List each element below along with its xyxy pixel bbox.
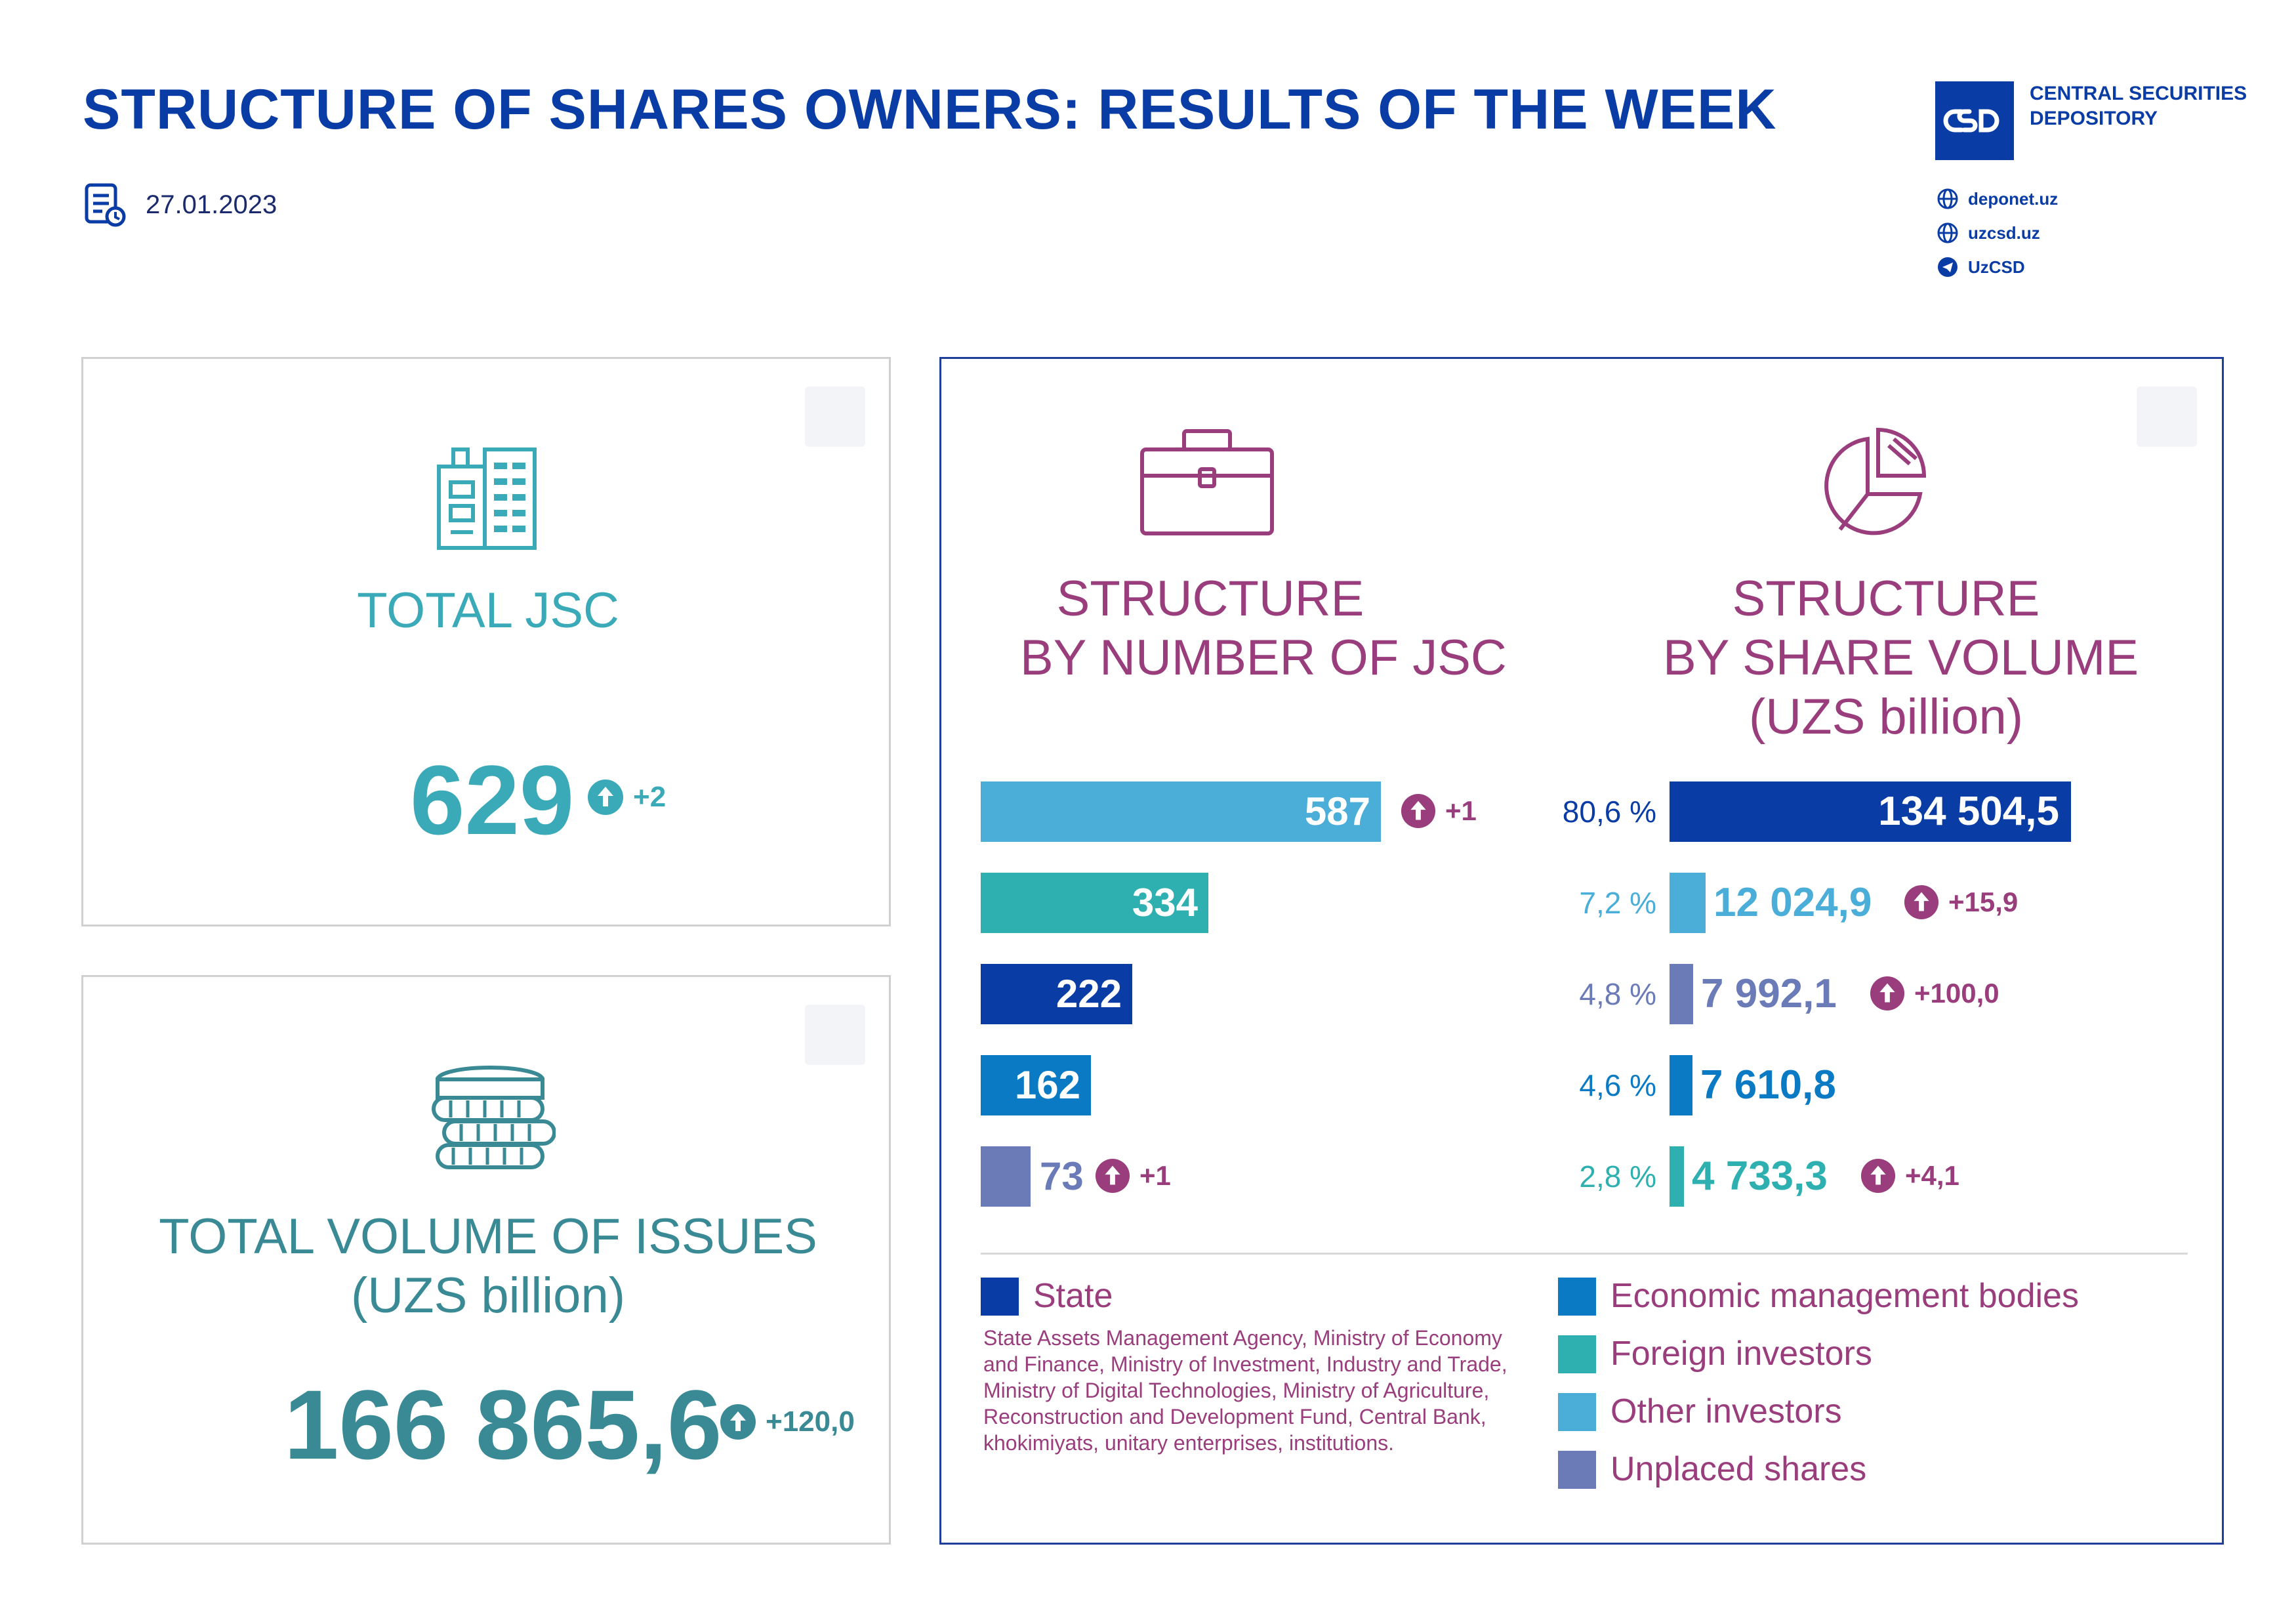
legend-unplaced-label: Unplaced shares — [1610, 1450, 1867, 1488]
globe-icon — [1937, 222, 1958, 243]
legend-divider — [981, 1253, 2188, 1255]
delta-text: +15,9 — [1948, 886, 2019, 917]
link-text: deponet.uz — [1968, 189, 2059, 209]
volume-bar-value-label: 134 504,5 — [1878, 789, 2059, 834]
link-deponet[interactable]: deponet.uz — [1937, 188, 2058, 215]
arrow-up-icon — [720, 1404, 756, 1440]
volume-bar — [1670, 1146, 1684, 1207]
total-jsc-label: TOTAL JSC — [357, 583, 619, 638]
jsc-bar-delta: +1 — [1095, 1158, 1171, 1194]
link-telegram[interactable]: UzCSD — [1937, 256, 2025, 283]
delta-text: +1 — [1139, 1160, 1171, 1191]
structure-card: STRUCTURE BY NUMBER OF JSC STRUCTURE BY … — [939, 357, 2224, 1545]
arrow-up-icon — [588, 780, 623, 815]
org-name: CENTRAL SECURITIES DEPOSITORY — [2030, 83, 2247, 129]
page-title: STRUCTURE OF SHARES OWNERS: RESULTS OF T… — [83, 78, 1777, 141]
total-jsc-card: TOTAL JSC 629 +2 — [81, 357, 891, 927]
pie-chart-icon — [1818, 426, 1929, 541]
jsc-bar — [981, 964, 1132, 1024]
jsc-bar — [981, 1146, 1031, 1207]
total-jsc-value: 629 — [410, 745, 575, 855]
volume-bar — [1670, 964, 1693, 1024]
volume-bar-delta: +4,1 — [1860, 1158, 1959, 1194]
jsc-bar-value-label: 222 — [1056, 972, 1122, 1016]
briefcase-icon — [1138, 426, 1276, 541]
volume-bar — [1670, 873, 1706, 933]
legend-foreign-label: Foreign investors — [1610, 1335, 1872, 1373]
delta-text: +100,0 — [1914, 978, 1999, 1009]
volume-bar-delta: +15,9 — [1904, 885, 2018, 920]
total-volume-label-line2: (UZS billion) — [350, 1268, 626, 1323]
volume-bar — [1670, 1055, 1692, 1115]
delta-text: +120,0 — [766, 1405, 855, 1438]
legend-state-swatch — [981, 1278, 1019, 1316]
jsc-bar-value-label: 162 — [1014, 1063, 1080, 1107]
delta-text: +2 — [633, 781, 666, 813]
jsc-bar-chart: 587 +1 334 222 162 73 +1 — [981, 781, 1571, 1207]
csd-watermark-icon — [805, 1005, 865, 1065]
jsc-bar-value-label: 334 — [1132, 881, 1198, 925]
link-text: UzCSD — [1968, 257, 2025, 277]
total-volume-card: TOTAL VOLUME OF ISSUES (UZS billion) 166… — [81, 975, 891, 1545]
volume-percent-label: 4,8 % — [1579, 977, 1656, 1011]
vol-structure-title-line3: (UZS billion) — [1748, 689, 2024, 745]
legend-economic-label: Economic management bodies — [1610, 1277, 2079, 1315]
volume-bar — [1670, 781, 2071, 842]
legend-unplaced-swatch — [1558, 1451, 1596, 1489]
delta-text: +1 — [1445, 795, 1477, 826]
link-uzcsd[interactable]: uzcsd.uz — [1937, 222, 2040, 249]
globe-icon — [1937, 188, 1958, 209]
report-date: 27.01.2023 — [146, 190, 277, 219]
jsc-structure-title-line2: BY NUMBER OF JSC — [1020, 630, 1507, 686]
volume-percent-label: 7,2 % — [1579, 886, 1656, 920]
csd-watermark-icon — [2137, 386, 2197, 447]
volume-bar-chart: 80,6 % 134 504,5 7,2 % 12 024,9 +15,9 4,8 % 7 … — [1545, 781, 2214, 1207]
vol-structure-title-line2: BY SHARE VOLUME — [1663, 630, 2139, 686]
jsc-bar-value-label: 587 — [1304, 789, 1370, 833]
volume-bar-value-label: 7 610,8 — [1700, 1062, 1836, 1108]
total-volume-delta: +120,0 — [720, 1404, 855, 1440]
coins-icon — [424, 1062, 556, 1177]
jsc-bar-delta: +1 — [1401, 793, 1477, 829]
arrow-up-icon — [1870, 976, 1905, 1011]
volume-bar-delta: +100,0 — [1870, 976, 1999, 1011]
jsc-bar — [981, 781, 1381, 842]
jsc-structure-title-line1: STRUCTURE — [1056, 571, 1364, 627]
jsc-bar — [981, 873, 1208, 933]
jsc-bar-value-label: 73 — [1040, 1154, 1084, 1198]
delta-text: +4,1 — [1905, 1160, 1959, 1191]
arrow-up-icon — [1095, 1158, 1130, 1194]
legend-state-description: State Assets Management Agency, Ministry… — [983, 1326, 1507, 1455]
telegram-icon — [1938, 257, 1958, 277]
jsc-bar — [981, 1055, 1091, 1115]
arrow-up-icon — [1860, 1158, 1896, 1194]
volume-percent-label: 4,6 % — [1579, 1068, 1656, 1102]
document-clock-icon — [83, 182, 129, 232]
legend-other-swatch — [1558, 1393, 1596, 1431]
legend-other-label: Other investors — [1610, 1392, 1842, 1430]
vol-structure-title-line1: STRUCTURE — [1732, 571, 2040, 627]
buildings-icon — [431, 440, 543, 555]
volume-percent-label: 2,8 % — [1579, 1159, 1656, 1194]
total-jsc-delta: +2 — [587, 779, 666, 816]
total-volume-value: 166 865,6 — [284, 1369, 722, 1480]
legend-foreign-swatch — [1558, 1335, 1596, 1373]
volume-percent-label: 80,6 % — [1562, 795, 1656, 829]
csd-logo — [1935, 81, 2014, 160]
link-text: uzcsd.uz — [1968, 223, 2040, 243]
arrow-up-icon — [1904, 885, 1939, 920]
volume-bar-value-label: 12 024,9 — [1713, 880, 1872, 925]
legend-economic-swatch — [1558, 1278, 1596, 1316]
volume-bar-value-label: 4 733,3 — [1692, 1154, 1828, 1199]
csd-watermark-icon — [805, 386, 865, 447]
volume-bar-value-label: 7 992,1 — [1701, 971, 1837, 1016]
arrow-up-icon — [1401, 793, 1436, 829]
total-volume-label-line1: TOTAL VOLUME OF ISSUES — [159, 1209, 817, 1264]
legend-state-label: State — [1033, 1277, 1113, 1315]
